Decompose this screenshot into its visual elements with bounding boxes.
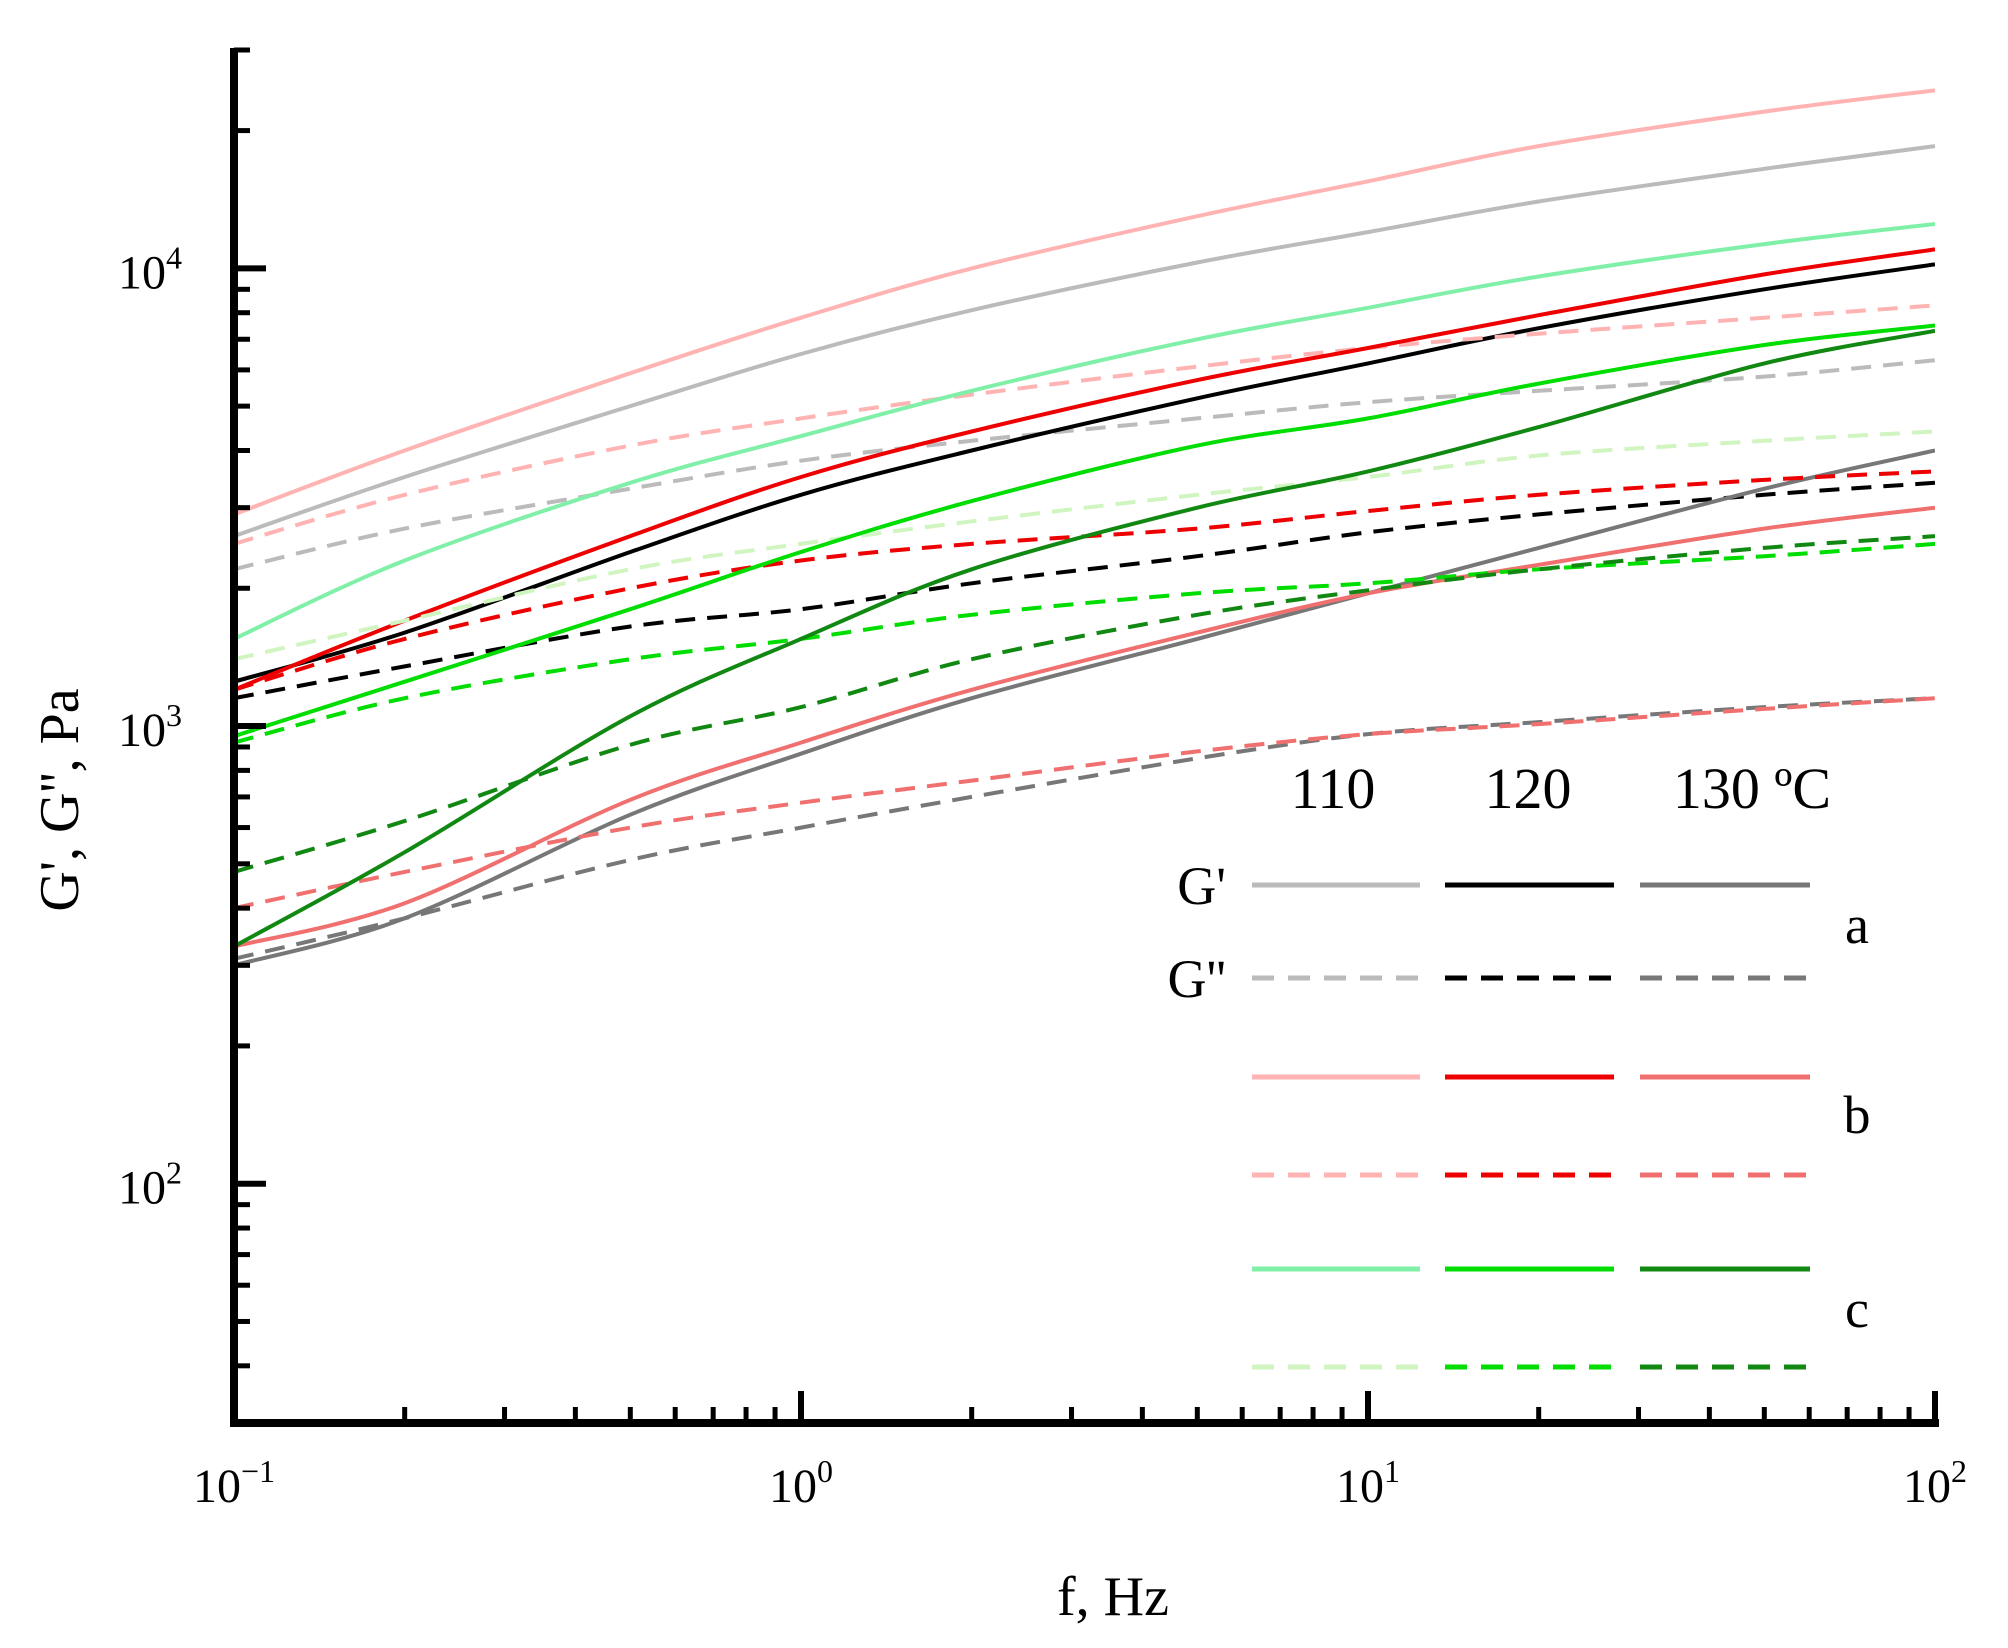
- series-line-b-g-storage-130: [234, 505, 1935, 949]
- series-line-c-g-storage-120: [234, 323, 1935, 739]
- series-line-c-g-storage-130: [234, 328, 1935, 949]
- series-line-a-g-loss-120: [234, 480, 1935, 701]
- legend-group-label-a: a: [1845, 895, 1869, 955]
- y-tick-label: 104: [118, 239, 182, 299]
- ticks-layer: 10−1 100 101 102 102 103 104: [118, 47, 1967, 1513]
- series-line-b-g-loss-110: [234, 303, 1935, 546]
- series-line-c-g-loss-130: [234, 534, 1935, 874]
- series-group: [234, 88, 1935, 968]
- legend-temperature-3: 130 ºC: [1673, 756, 1831, 821]
- series-line-a-g-loss-130: [234, 696, 1935, 961]
- series-line-b-g-loss-120: [234, 469, 1935, 692]
- y-tick-label: 102: [118, 1155, 182, 1215]
- series-line-c-g-loss-110: [234, 429, 1935, 662]
- series-line-c-g-loss-120: [234, 541, 1935, 745]
- axes-layer: [230, 48, 1939, 1427]
- legend: 110 120 130 ºC G' G'' a b c: [1168, 756, 1871, 1370]
- legend-row-label: G'': [1168, 949, 1226, 1009]
- legend-temperature-2: 120: [1485, 756, 1572, 821]
- legend-row-label: G': [1177, 856, 1226, 916]
- legend-group-label-b: b: [1844, 1085, 1871, 1145]
- series-line-a-g-storage-110: [234, 144, 1935, 538]
- series-line-b-g-loss-130: [234, 696, 1935, 911]
- x-tick-label: 102: [1903, 1453, 1967, 1513]
- x-tick-label: 101: [1336, 1453, 1400, 1513]
- x-tick-label: 10−1: [193, 1453, 275, 1513]
- x-tick-label: 100: [769, 1453, 833, 1513]
- legend-group-label-c: c: [1845, 1279, 1869, 1339]
- series-line-c-g-storage-110: [234, 222, 1935, 641]
- series-layer: [234, 88, 1935, 968]
- series-line-b-g-storage-120: [234, 247, 1935, 692]
- series-line-a-g-storage-130: [234, 448, 1935, 968]
- series-line-b-g-storage-110: [234, 88, 1935, 517]
- y-axis-title: G', G'', Pa: [29, 688, 91, 911]
- legend-temperature-1: 110: [1291, 756, 1376, 821]
- x-axis-title: f, Hz: [1057, 1566, 1169, 1628]
- y-tick-label: 103: [118, 697, 182, 757]
- series-line-a-g-loss-110: [234, 358, 1935, 572]
